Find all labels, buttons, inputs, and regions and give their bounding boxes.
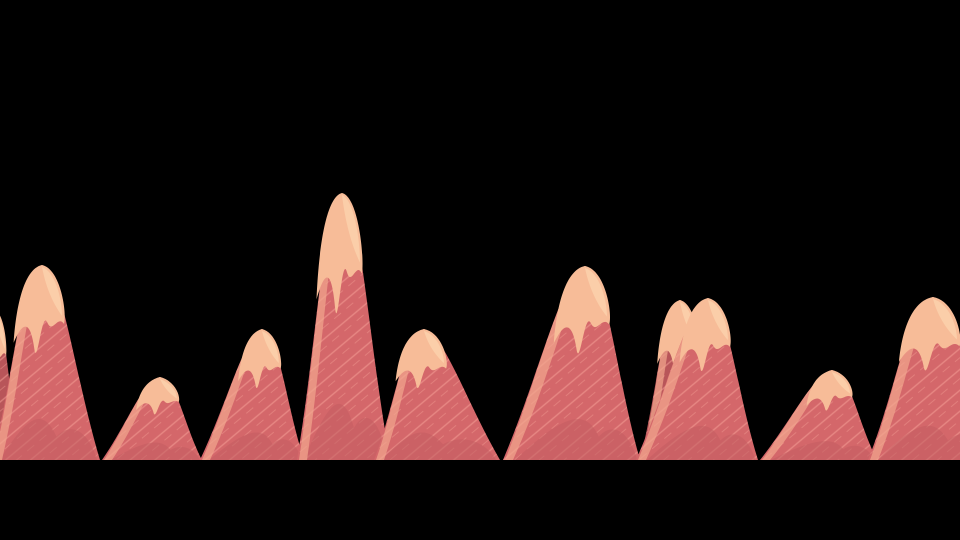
mountain (374, 329, 500, 460)
mountain (760, 370, 877, 460)
snow-highlight (0, 319, 5, 350)
mountain-shadow (0, 419, 98, 460)
mountain (503, 266, 640, 460)
mountain-range (0, 193, 960, 460)
mountain-shadow (209, 432, 302, 460)
mountain-rim (870, 297, 933, 460)
snow-highlight (342, 195, 360, 263)
mountain-rim (642, 300, 680, 460)
mountain (297, 193, 390, 460)
mountain-shadow (515, 419, 638, 460)
mountain-shadow (877, 425, 960, 460)
mountain-shadow (770, 441, 875, 460)
mountain-shadow (110, 442, 200, 460)
snow-highlight (424, 331, 444, 364)
snow-highlight (160, 379, 177, 399)
mountain (636, 298, 758, 460)
mountain (200, 329, 304, 460)
snow-highlight (708, 300, 728, 341)
snow-highlight (42, 267, 62, 316)
snow-highlight (832, 372, 850, 394)
snow-highlight (262, 331, 279, 364)
mountain (0, 265, 100, 460)
mountain-shadow (381, 432, 497, 460)
mountain-rim (376, 329, 424, 460)
mountain-shadow (646, 425, 756, 460)
mountain-shadow (303, 403, 388, 460)
mountain (868, 297, 960, 460)
mountain-rim (299, 193, 342, 460)
snow-highlight (933, 299, 957, 340)
snow-highlight (585, 268, 607, 317)
mountain (102, 377, 202, 460)
mountain-rim (0, 265, 42, 460)
mountain-hatching (297, 193, 390, 460)
